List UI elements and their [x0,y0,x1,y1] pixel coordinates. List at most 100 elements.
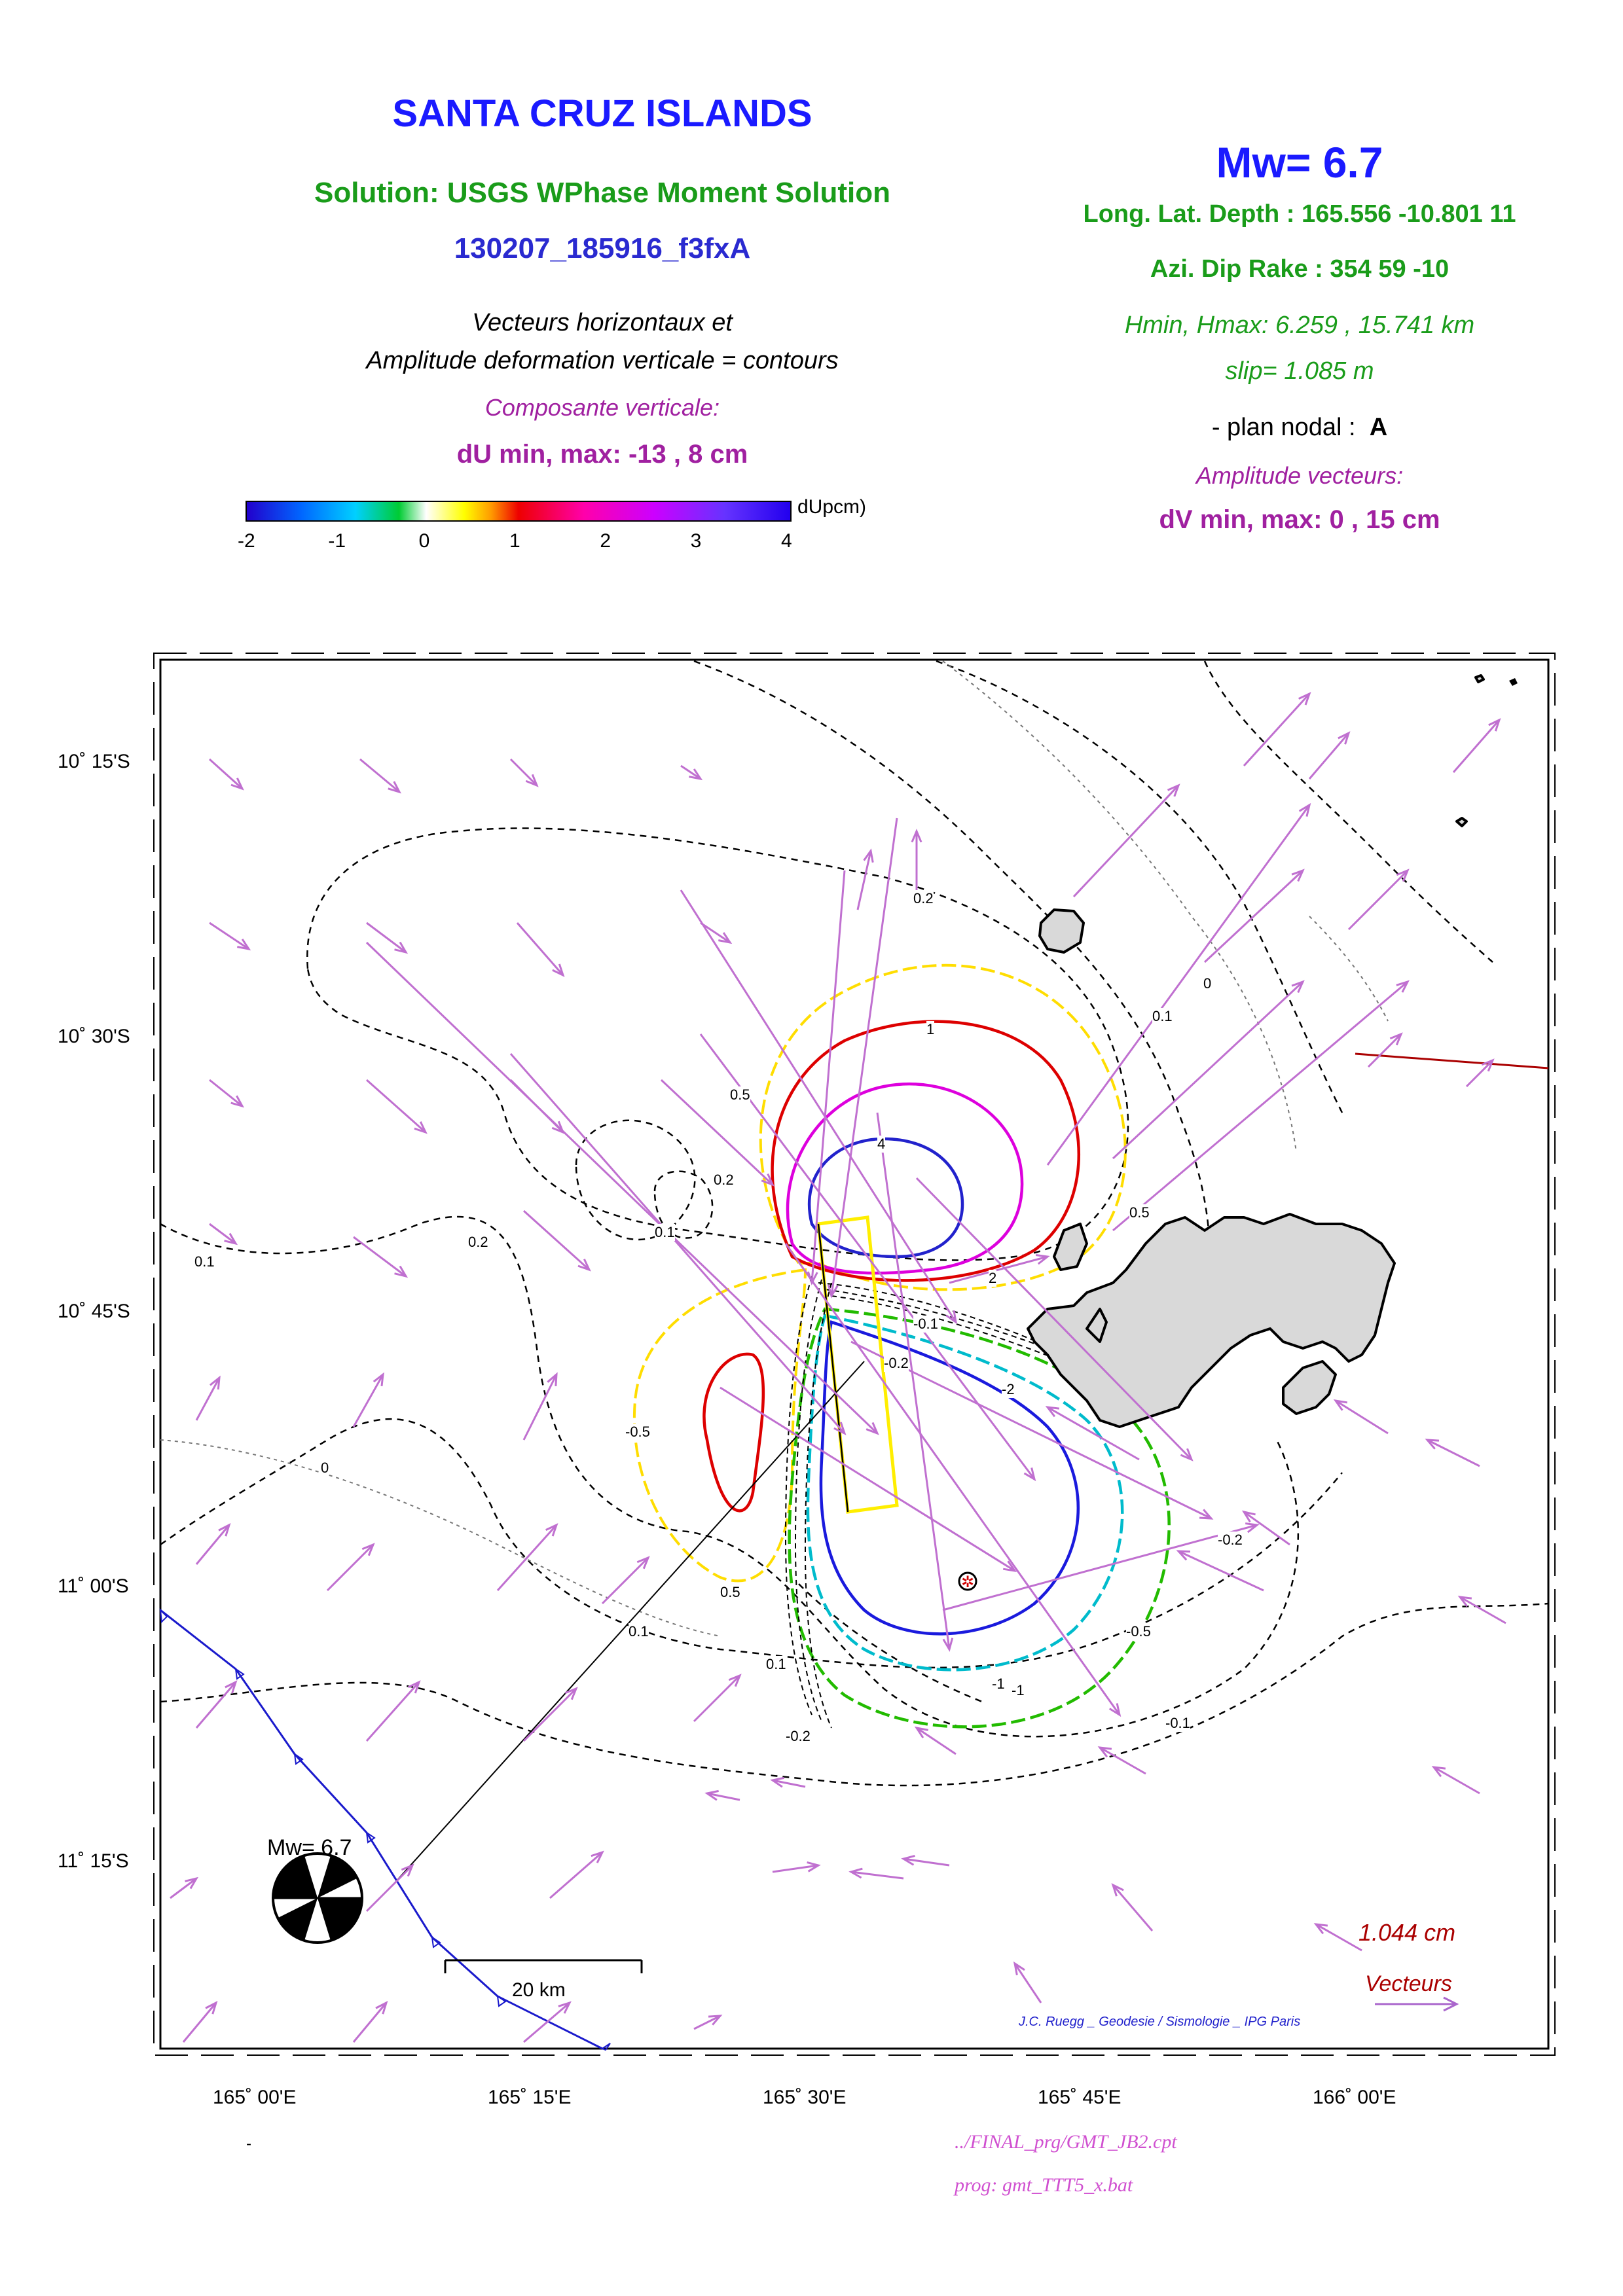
latitude-label: 11˚ 00'S [58,1575,129,1597]
source-location: Long. Lat. Depth : 165.556 -10.801 11 [1083,200,1516,228]
contour-cyan--1 [806,1314,1124,1672]
displacement-vector [496,1524,558,1592]
contours-zero [160,660,1389,1637]
vector-arrowhead [230,778,244,791]
vector-scale-label: Vecteurs [1365,1971,1452,1996]
event-id: 130207_185916_f3fxA [454,232,751,264]
displacement-vector [182,2002,217,2043]
scale-bar [444,1959,643,1973]
beachball-label: Mw= 6.7 [267,1835,352,1860]
vector-arrowhead [704,1789,719,1801]
displacement-vector [516,922,564,976]
displacement-vector [1072,784,1180,898]
vector-arrowhead [525,774,539,787]
displacement-vector [1465,1059,1494,1088]
vector-arrowhead [401,1863,414,1877]
displacement-vector [916,1727,957,1755]
nodal-plane-label: - plan nodal : [1211,414,1356,441]
vector-arrowhead [224,1232,238,1246]
vector-arrowhead [761,1173,775,1187]
vector-arrowhead [866,1422,879,1435]
colorbar-unit: dUpcm) [797,496,867,518]
vector-arrowhead [863,848,874,863]
contour-magenta-2 [786,1082,1024,1275]
displacement-vector [949,1255,1048,1284]
displacement-vector [509,1053,846,1434]
vector-arrowhead [1313,1923,1328,1935]
contour-label: 0.1 [1152,1008,1173,1025]
displacement-vector [903,1857,950,1867]
displacement-vector [1046,804,1311,1166]
vector-arrowhead [1245,1522,1260,1534]
vertical-component-label: Composante verticale: [484,394,720,421]
contours-neutral [160,660,1549,1787]
longitude-label: 165˚ 15'E [488,2087,572,2108]
vector-arrowhead [1241,1510,1256,1523]
displacement-vector [352,1374,384,1427]
displacement-vector [876,1112,951,1650]
vector-arrowhead [1481,1058,1495,1072]
contour-label: -0.2 [884,1355,909,1372]
displacement-vector [699,1033,1036,1480]
vector-arrowhead [1180,1448,1194,1462]
vector-arrowhead [1338,731,1351,745]
displacement-vector [772,1779,806,1788]
contour-label: -1 [1012,1682,1025,1699]
displacement-vector [1112,980,1408,1232]
vector-arrowhead [901,1854,915,1866]
vector-arrowhead [237,939,251,951]
vector-arrowhead [911,829,922,843]
colorbar-tick: -1 [328,530,346,552]
vector-arrowhead [394,941,409,954]
vector-arrowhead [1167,783,1180,797]
vector-arrowhead [218,1523,231,1537]
displacement-vector [680,889,957,1323]
displacement-vectors [170,692,1506,2043]
scale-label: 20 km [512,1979,566,2001]
contour-label: -2 [1002,1381,1015,1398]
displacement-vector [353,1236,407,1278]
displacement-vector [195,1377,221,1421]
displacement-vector [209,922,249,950]
displacement-vector [1243,1511,1290,1546]
displacement-vector [1013,1963,1042,2003]
contour-label: 1 [926,1021,935,1038]
small-islet [1509,678,1518,686]
program-name: prog: gmt_TTT5_x.bat [955,2174,1133,2196]
displacement-vector [601,1556,649,1605]
vector-arrowhead [185,1876,199,1890]
svg-text:✲: ✲ [961,1573,974,1591]
displacement-vector [1459,1596,1506,1624]
contour-green--0.5 [788,1307,1171,1729]
vector-arrowhead [225,1680,238,1694]
displacement-vector [209,1079,243,1107]
displacement-vector [1178,1550,1264,1592]
vector-arrowhead [408,1680,421,1694]
vector-arrowhead [210,1375,221,1390]
contour-label: 0.1 [629,1623,649,1640]
displacement-vector [365,1681,420,1742]
vector-arrowhead [728,1674,742,1687]
vector-arrowhead [718,932,733,944]
vector-scale-arrow [1375,1996,1459,2012]
vector-arrowhead [591,1850,604,1863]
colorbar-tick: 0 [418,530,430,552]
displacement-vector [365,1864,414,1912]
contour-label: -0.1 [1165,1715,1190,1732]
vector-arrowhead [1396,980,1410,993]
displacement-vector [1315,1923,1362,1952]
description-line-1: Vecteurs horizontaux et [472,309,733,336]
colorbar-tick: 1 [509,530,520,552]
latitude-label: 10˚ 45'S [58,1300,130,1322]
vector-arrowhead [547,1372,558,1387]
colorbar-tick: 3 [690,530,702,552]
vector-arrowhead [230,1095,245,1108]
contour-label: 0.5 [730,1086,750,1103]
displacement-vector [1099,1746,1146,1775]
vector-arrowhead [1035,1254,1050,1265]
displacement-vector [1367,1033,1402,1068]
vector-arrowhead [833,1422,847,1435]
vector-arrowhead [945,1310,958,1325]
displacement-vector [915,1177,1193,1461]
